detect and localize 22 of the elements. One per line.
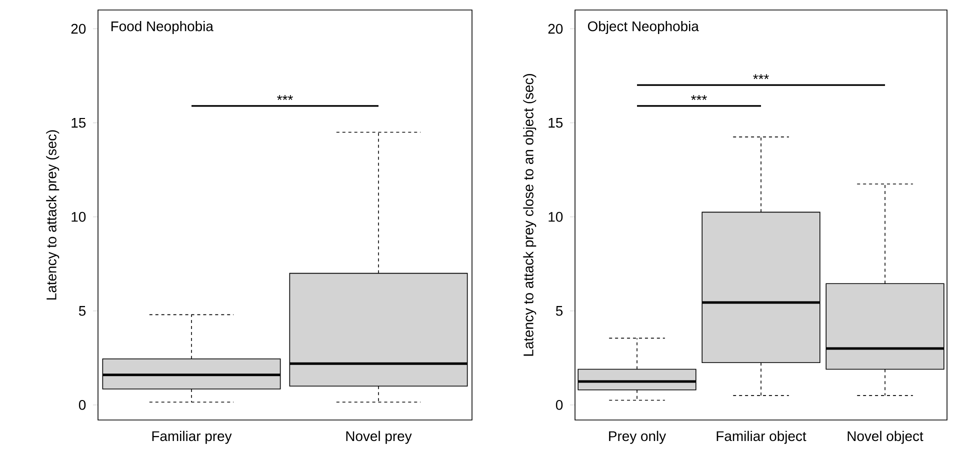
annotation: *** [753, 74, 769, 80]
annotation: *** [691, 95, 707, 100]
x-tick-label: Novel prey [346, 430, 412, 444]
y-tick-label: 0 [556, 400, 563, 410]
x-tick-label: Prey only [609, 430, 666, 444]
x-tick-label: Familiar prey [152, 430, 232, 444]
x-tick-label: Familiar object [716, 430, 806, 444]
y-tick-label: 5 [78, 306, 86, 316]
x-tick-label: Novel object [848, 430, 924, 444]
y-axis-title: Latency to attack prey close to an object (sec) [523, 74, 536, 356]
y-tick-label: 20 [548, 24, 563, 34]
y-tick-label: 15 [72, 118, 86, 128]
y-tick-label: 0 [78, 400, 86, 410]
y-tick-label: 5 [556, 306, 563, 316]
y-tick-label: 20 [71, 24, 86, 34]
y-tick-label: 15 [548, 118, 563, 128]
annotation: *** [277, 95, 293, 100]
y-tick-label: 10 [72, 212, 86, 222]
y-axis-title: Latency to attack prey (sec) [46, 130, 60, 300]
y-tick-label: 10 [548, 212, 563, 222]
text: Object Neophobia [588, 20, 699, 34]
text: Food Neophobia [111, 20, 214, 34]
